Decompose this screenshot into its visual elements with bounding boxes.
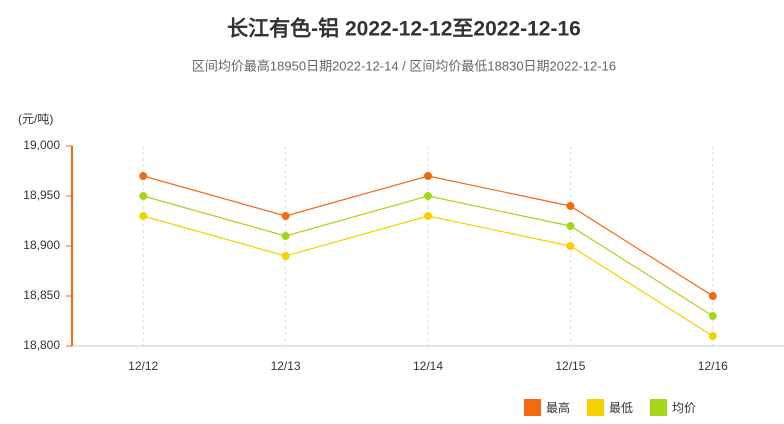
x-tick-label: 12/16 <box>698 359 728 373</box>
data-point <box>281 252 290 260</box>
y-axis-label: (元/吨) <box>18 112 53 126</box>
chart-title: 长江有色-铝 2022-12-12至2022-12-16 <box>227 17 581 41</box>
data-point <box>139 192 148 200</box>
legend-label: 均价 <box>672 401 696 415</box>
y-tick-label: 19,000 <box>23 138 60 152</box>
x-tick-label: 12/12 <box>128 359 158 373</box>
data-point <box>139 172 148 180</box>
data-point <box>708 292 717 300</box>
data-point <box>424 212 432 220</box>
x-tick-label: 12/15 <box>555 359 585 373</box>
legend-label: 最高 <box>546 400 570 415</box>
data-point <box>139 212 148 220</box>
x-tick-label: 12/13 <box>271 359 301 373</box>
legend-swatch <box>587 399 604 416</box>
data-point <box>281 212 290 220</box>
y-tick-label: 18,950 <box>23 188 60 202</box>
data-point <box>708 332 717 340</box>
data-point <box>424 172 432 180</box>
data-point <box>566 222 575 230</box>
data-point <box>281 232 290 240</box>
data-point <box>566 202 575 210</box>
legend-swatch <box>650 399 667 416</box>
legend-label: 最低 <box>609 401 633 415</box>
data-point <box>566 242 575 250</box>
data-point <box>708 312 717 320</box>
legend-swatch <box>524 399 541 416</box>
y-tick-label: 18,850 <box>23 288 60 302</box>
y-tick-label: 18,900 <box>23 238 60 252</box>
series-line <box>143 215 714 337</box>
x-tick-label: 12/14 <box>413 359 443 373</box>
data-point <box>424 192 432 200</box>
chart-subtitle: 区间均价最高18950日期2022-12-14 / 区间均价最低18830日期2… <box>192 58 616 73</box>
y-tick-label: 18,800 <box>23 338 60 352</box>
